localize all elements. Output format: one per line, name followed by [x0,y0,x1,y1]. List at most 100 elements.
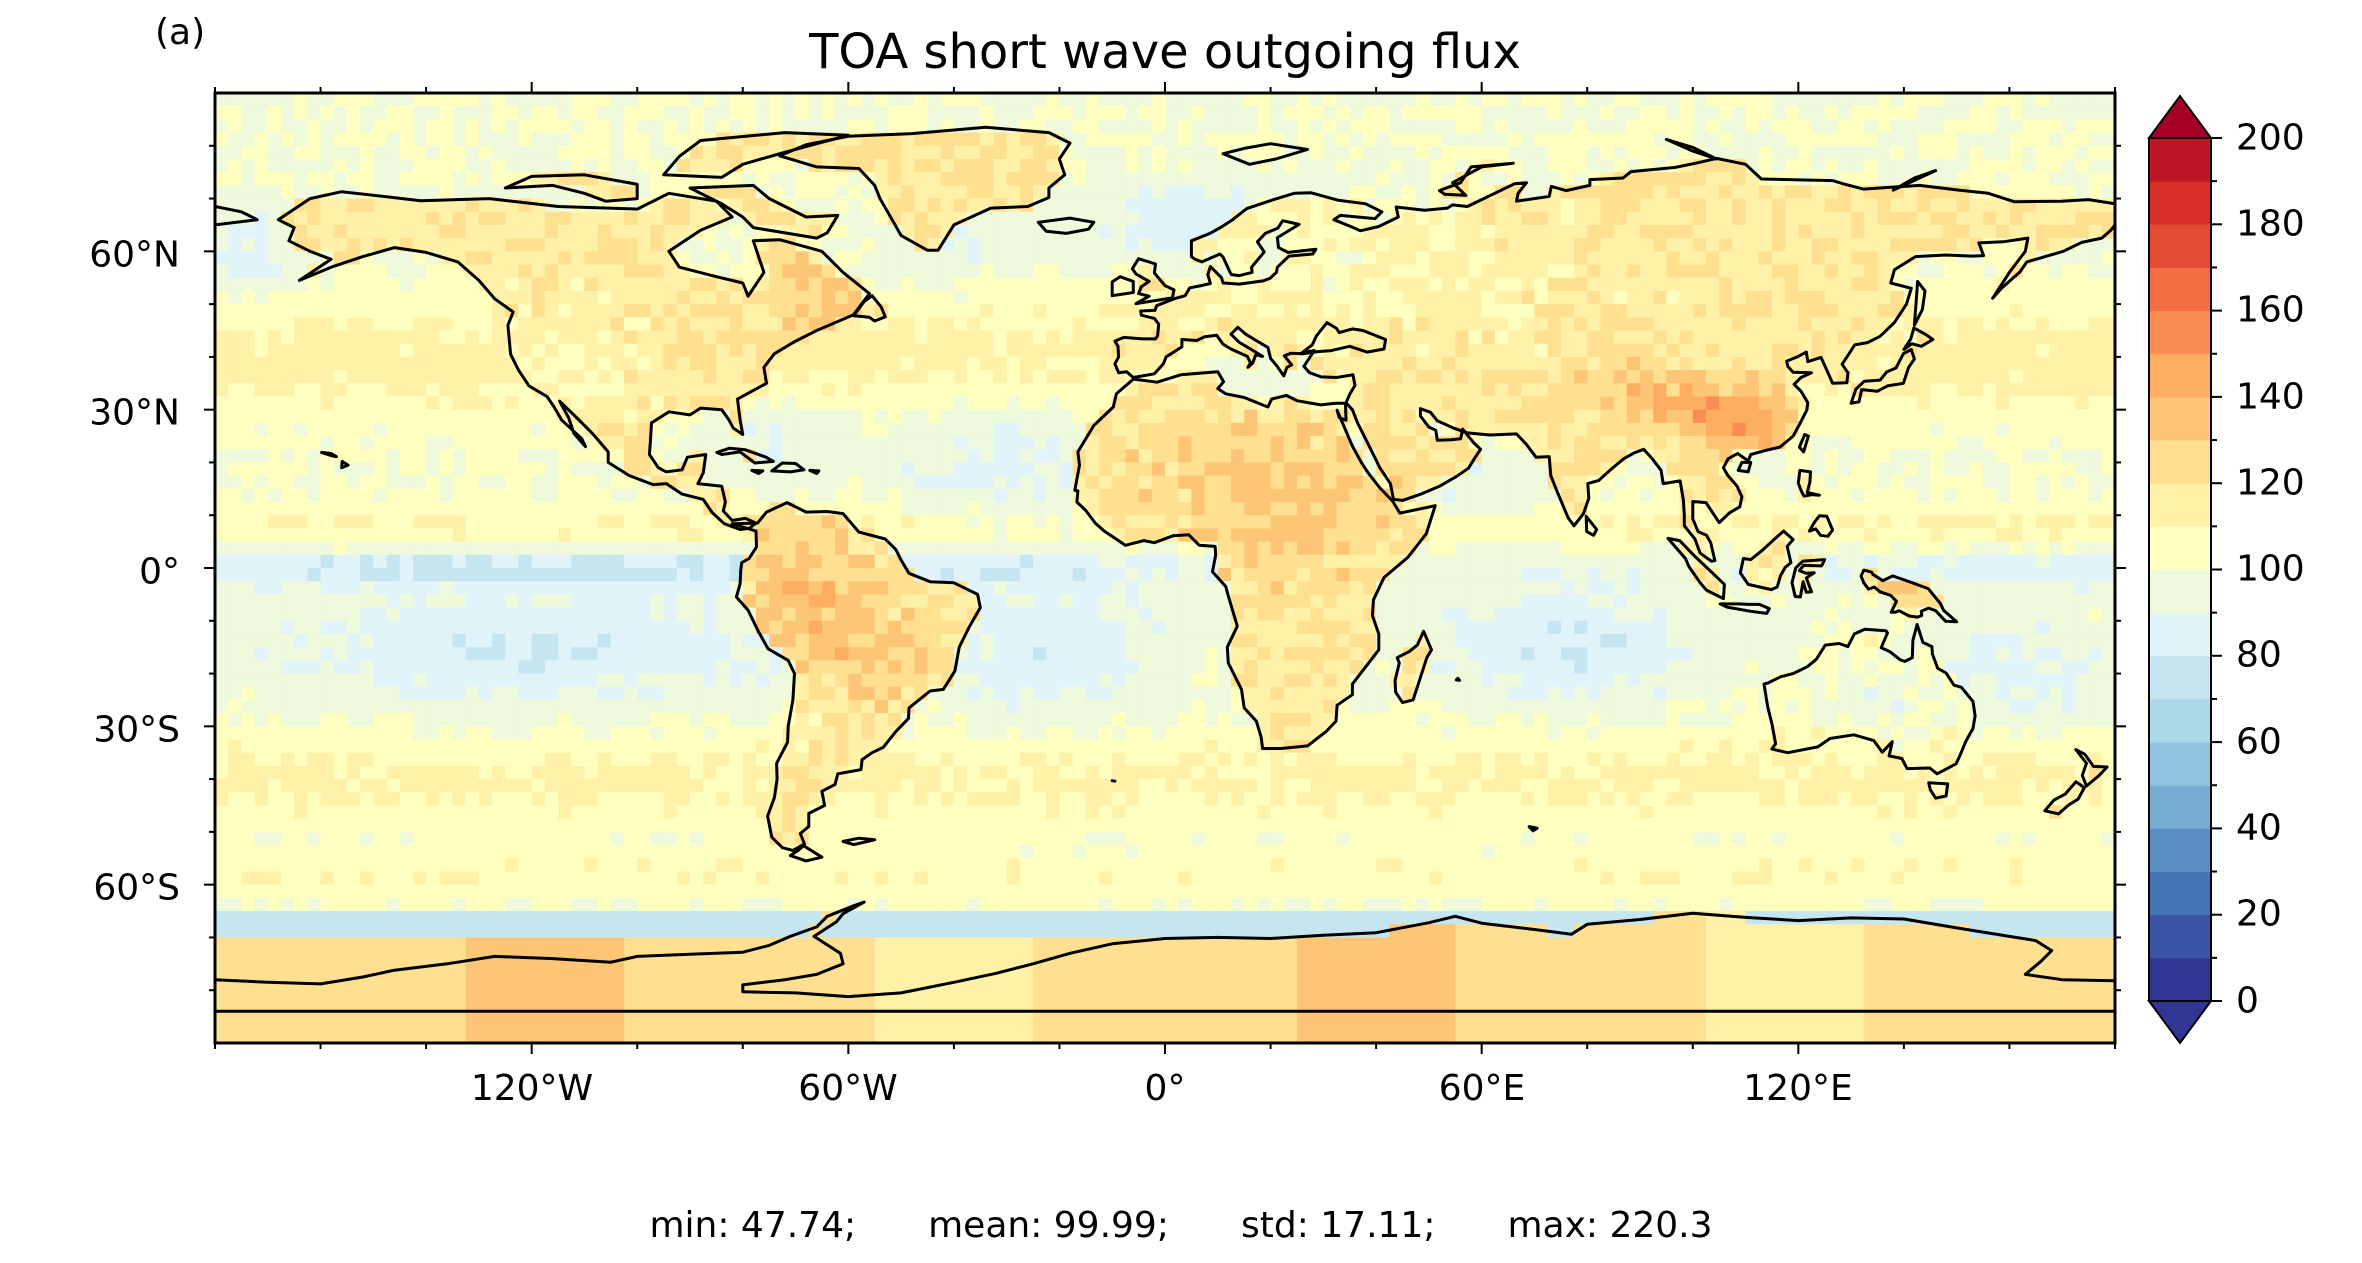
flux-cell [690,515,704,530]
flux-cell [1428,488,1443,503]
flux-cell [1600,330,1615,345]
flux-cell [1046,409,1061,424]
flux-cell [1125,304,1140,318]
flux-cell [663,502,678,516]
flux-cell [1864,132,1879,147]
flux-cell [729,356,744,371]
flux-cell [1402,436,1417,450]
flux-cell [1138,264,1153,279]
flux-cell [993,422,1008,437]
flux-cell [610,224,625,239]
flux-cell [1956,211,1971,226]
flux-cell [1059,462,1074,477]
flux-cell [1930,145,1945,160]
flux-cell [1613,132,1628,147]
flux-cell [492,224,506,239]
flux-cell [624,224,638,239]
flux-cell [901,251,915,266]
flux-cell [742,343,757,358]
flux-cell [426,330,440,345]
flux-cell [1019,185,1034,200]
flux-cell [1442,462,1456,477]
flux-cell [478,422,493,437]
flux-cell [1666,343,1681,358]
flux-cell [1455,290,1470,305]
flux-cell [1204,475,1219,490]
flux-cell [1442,277,1456,292]
flux-cell [2035,488,2050,503]
flux-cell [1600,119,1615,134]
flux-cell [861,370,876,384]
flux-cell [1428,502,1443,516]
flux-cell [584,502,599,516]
flux-cell [953,370,968,384]
flux-cell [637,158,652,173]
flux-cell [1890,238,1905,252]
flux-cell [1811,475,1826,490]
flux-cell [241,422,256,437]
flux-cell [2009,409,2024,424]
flux-cell [452,462,467,477]
flux-cell [953,224,968,239]
flux-cell [1996,172,2011,186]
flux-cell [690,106,704,120]
flux-cell [835,541,849,556]
flux-cell [1785,211,1799,226]
flux-cell [1428,277,1443,292]
flux-cell [1402,158,1417,173]
flux-cell [716,224,731,239]
flux-cell [1019,541,1034,556]
flux-cell [795,528,810,543]
flux-cell [1244,119,1258,134]
flux-cell [1494,119,1509,134]
flux-cell [1824,409,1839,424]
flux-cell [597,277,612,292]
flux-cell [1230,317,1245,332]
flux-cell [1917,145,1931,160]
flux-cell [505,409,520,424]
flux-cell [228,436,242,450]
flux-cell [492,436,506,450]
flux-cell [953,422,968,437]
flux-cell [228,488,242,503]
flux-cell [1138,343,1153,358]
flux-cell [1006,422,1021,437]
flux-cell [1521,502,1536,516]
flux-cell [980,304,995,318]
flux-cell [1732,409,1747,424]
flux-cell [267,356,282,371]
flux-cell [1666,185,1681,200]
flux-cell [901,198,915,213]
flux-cell [452,304,467,318]
flux-cell [1534,264,1549,279]
flux-cell [953,502,968,516]
flux-cell [1099,356,1113,371]
flux-cell [637,541,652,556]
flux-cell [1481,264,1496,279]
flux-cell [439,370,454,384]
flux-cell [320,158,335,173]
flux-cell [2075,198,2090,213]
flux-cell [1943,502,1958,516]
flux-cell [1059,515,1074,530]
flux-cell [333,277,348,292]
flux-cell [1178,462,1192,477]
flux-cell [2035,93,2050,107]
flux-cell [1455,343,1470,358]
flux-cell [769,119,783,134]
flux-cell [2088,330,2103,345]
flux-cell [967,145,981,160]
flux-cell [769,330,783,345]
flux-cell [914,422,929,437]
flux-cell [478,462,493,477]
flux-cell [1574,449,1588,464]
flux-cell [1705,172,1720,186]
flux-cell [1811,158,1826,173]
flux-cell [940,198,955,213]
flux-cell [1257,436,1272,450]
flux-cell [1692,106,1707,120]
flux-cell [1996,383,2011,398]
flux-cell [1033,409,1047,424]
flux-cell [1666,502,1681,516]
flux-cell [1455,224,1470,239]
